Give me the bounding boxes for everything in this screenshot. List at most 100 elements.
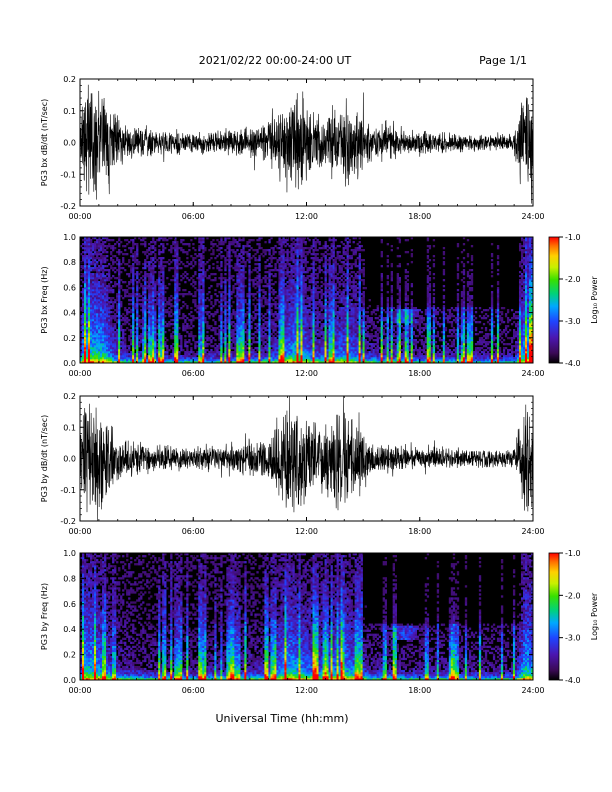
bx-spectrogram-cell [150, 259, 153, 262]
bx-spectrogram-cell [262, 285, 265, 288]
bx-spectrogram-cell [182, 359, 185, 362]
bx-spectrogram-cell [234, 333, 237, 336]
bx-spectrogram-cell [112, 323, 115, 326]
bx-spectrogram-cell [306, 361, 309, 364]
bx-spectrogram-cell [110, 333, 113, 336]
bx-spectrogram-cell [232, 361, 235, 364]
bx-spectrogram-cell [182, 251, 185, 254]
bx-spectrogram-cell [198, 269, 201, 272]
bx-spectrogram-cell [108, 313, 111, 316]
bx-spectrogram-cell [200, 341, 203, 344]
bx-spectrogram-cell [232, 353, 235, 356]
bx-spectrogram-cell [110, 301, 113, 304]
bx-spectrogram-cell [192, 357, 195, 360]
bx-spectrogram-cell [190, 349, 193, 352]
bx-spectrogram-cell [174, 277, 177, 280]
bx-spectrogram-cell [182, 313, 185, 316]
bx-spectrogram-cell [236, 327, 239, 330]
bx-spectrogram-cell [138, 261, 141, 264]
bx-spectrogram-cell [236, 335, 239, 338]
bx-spectrogram-cell [220, 305, 223, 308]
bx-spectrogram-cell [214, 321, 217, 324]
bx-spectrogram-cell [222, 243, 225, 246]
bx-spectrogram-cell [128, 337, 131, 340]
bx-spectrogram-cell [86, 273, 89, 276]
bx-spectrogram-cell [260, 299, 263, 302]
bx-spectrogram-cell [102, 241, 105, 244]
bx-spectrogram-cell [98, 337, 101, 340]
bx-spectrogram-cell [202, 351, 205, 354]
bx-spectrogram-cell [104, 283, 107, 286]
bx-spectrogram-cell [88, 275, 91, 278]
bx-spectrogram-cell [144, 317, 147, 320]
bx-spectrogram-cell [162, 357, 165, 360]
bx-spectrogram-cell [160, 331, 163, 334]
bx-spectrogram-cell [132, 317, 135, 320]
bx-spectrogram-cell [244, 285, 247, 288]
bx-spectrogram-cell [94, 309, 97, 312]
bx-spectrogram-cell [298, 323, 301, 326]
bx-spectrogram-cell [246, 343, 249, 346]
bx-spectrogram-cell [88, 247, 91, 250]
bx-spectrogram-cell [236, 303, 239, 306]
bx-spectrogram-cell [86, 351, 89, 354]
bx-spectrogram-cell [180, 337, 183, 340]
bx-spectrogram-cell [298, 305, 301, 308]
bx-spectrogram-cell [224, 291, 227, 294]
bx-spectrogram-cell [138, 273, 141, 276]
bx-spectrogram-cell [98, 317, 101, 320]
bx-spectrogram-cell [202, 287, 205, 290]
bx-spectrogram-cell [98, 249, 101, 252]
bx-spectrogram-cell [282, 319, 285, 322]
bx-spectrogram-cell [260, 339, 263, 342]
bx-spectrogram-cell [298, 357, 301, 360]
bx-spectrogram-cell [296, 305, 299, 308]
bx-spectrogram-cell [98, 341, 101, 344]
bx-spectrogram-cell [172, 255, 175, 258]
bx-spectrogram-cell [260, 329, 263, 332]
bx-spectrogram-cell [140, 277, 143, 280]
bx-spectrogram-cell [256, 347, 259, 350]
bx-spectrogram-cell [230, 347, 233, 350]
bx-spectrogram-cell [224, 285, 227, 288]
bx-spectrogram-cell [240, 357, 243, 360]
bx-spectrogram-cell [268, 305, 271, 308]
bx-spectrogram-cell [104, 297, 107, 300]
bx-spectrogram-cell [88, 327, 91, 330]
bx-spectrogram-cell [176, 287, 179, 290]
bx-spectrogram-cell [266, 285, 269, 288]
bx-spectrogram-cell [168, 263, 171, 266]
bx-spectrogram-cell [214, 343, 217, 346]
bx-spectrogram-cell [202, 277, 205, 280]
bx-spectrogram-cell [116, 283, 119, 286]
bx-spectrogram-cell [160, 353, 163, 356]
bx-spectrogram-cell [104, 359, 107, 362]
bx-spectrogram-cell [236, 321, 239, 324]
bx-spectrogram-cell [150, 341, 153, 344]
bx-spectrogram-cell [172, 359, 175, 362]
bx-spectrogram-cell [218, 353, 221, 356]
bx-spectrogram-cell [304, 257, 307, 260]
bx-spectrogram-cell [108, 243, 111, 246]
bx-spectrogram-cell [92, 323, 95, 326]
bx-spectrogram-cell [122, 297, 125, 300]
bx-spectrogram-cell [300, 351, 303, 354]
bx-spectrogram-cell [96, 357, 99, 360]
bx-spectrogram-cell [102, 291, 105, 294]
bx-spectrogram-cell [294, 337, 297, 340]
bx-spectrogram-cell [148, 281, 151, 284]
bx-spectrogram-cell [142, 327, 145, 330]
bx-spectrogram-cell [130, 315, 133, 318]
bx-spectrogram-cell [188, 341, 191, 344]
bx-spectrogram-cell [174, 251, 177, 254]
bx-spectrogram-cell [198, 285, 201, 288]
bx-spectrogram-cell [216, 309, 219, 312]
bx-spectrogram-cell [280, 255, 283, 258]
bx-spectrogram-cell [100, 249, 103, 252]
bx-spectrogram-cell [156, 293, 159, 296]
bx-spectrogram-cell [290, 287, 293, 290]
bx-spectrogram-cell [306, 355, 309, 358]
bx-spectrogram-cell [92, 267, 95, 270]
bx-spectrogram-cell [144, 287, 147, 290]
bx-spectrogram-cell [280, 339, 283, 342]
